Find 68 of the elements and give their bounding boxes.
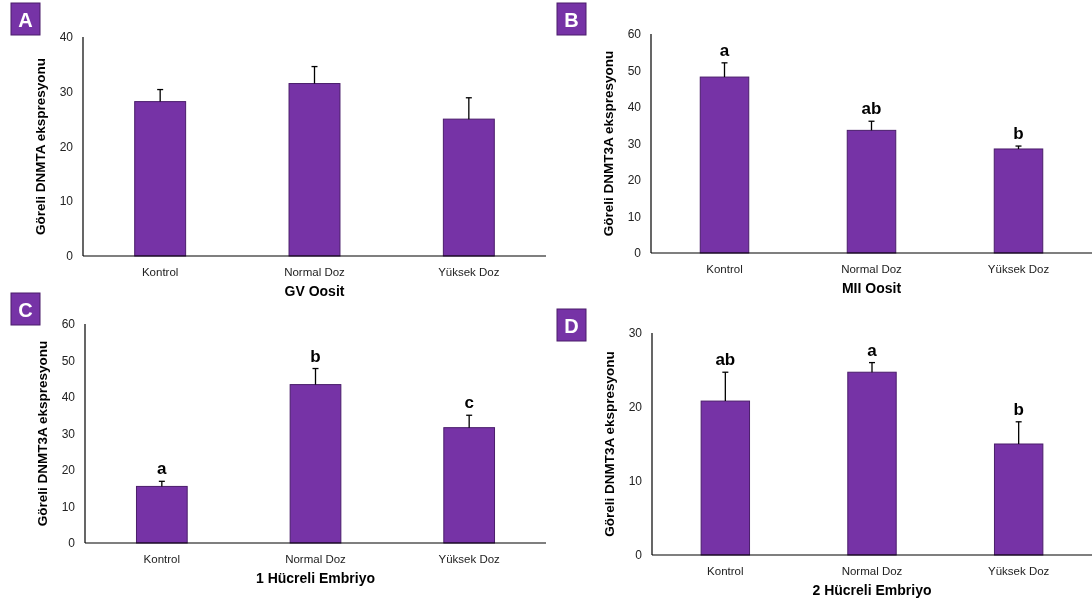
y-tick-label: 60 [61,317,76,332]
bar [135,485,188,544]
x-tick-label: Yüksek Doz [987,263,1050,275]
y-tick-label: 10 [61,499,76,514]
bar [134,101,187,257]
x-tick-label: Normal Doz [284,266,346,278]
y-tick-label: 50 [627,63,642,78]
x-tick-label: Normal Doz [841,565,903,577]
x-axis-title: 1 Hücreli Embriyo [255,570,376,586]
annotation: c [464,393,474,413]
y-tick-label: 40 [627,100,642,115]
y-axis-title: Göreli DNMT3A ekspresyonu [35,340,50,527]
annotation: b [310,346,321,366]
y-tick-label: 10 [627,209,642,224]
bar [700,400,751,556]
annotation: a [719,40,730,60]
y-tick-label: 30 [61,426,76,441]
bar [847,371,897,556]
y-tick-label: 40 [59,30,74,45]
bar [288,83,341,257]
y-tick-label: 30 [627,136,642,151]
bar [442,118,495,257]
bar [993,443,1044,556]
x-tick-label: Kontrol [141,266,179,278]
y-axis-title: Göreli DNMT3A ekspresyonu [602,351,617,537]
annotation: ab [715,350,736,370]
x-tick-label: Yüksek Doz [438,553,501,565]
y-tick-label: 10 [59,194,74,209]
y-tick-label: 20 [59,139,74,154]
y-tick-label: 0 [68,536,76,551]
bar [846,129,897,254]
annotation: a [867,340,878,360]
y-tick-label: 20 [627,173,642,188]
annotation: b [1013,399,1024,419]
y-tick-label: 40 [61,390,76,405]
annotation: a [157,459,168,479]
x-tick-label: Yüksek Doz [438,266,500,278]
chart-title: D [564,315,579,337]
x-tick-label: Normal Doz [285,553,347,565]
y-tick-label: 50 [61,353,76,368]
chart-title: C [18,299,33,321]
bar [699,76,750,254]
y-tick-label: 0 [66,249,74,264]
y-tick-label: 20 [61,463,76,478]
y-tick-label: 60 [627,27,642,42]
y-axis-title: Göreli DNMTA ekspresyonu [33,57,48,236]
chart-title: A [18,9,33,31]
y-tick-label: 20 [628,400,643,415]
x-tick-label: Yüksek Doz [987,565,1050,577]
y-tick-label: 30 [628,326,643,341]
x-axis-title: MII Oosit [841,280,902,296]
bar [993,148,1044,254]
annotation: b [1013,124,1024,144]
y-tick-label: 30 [59,84,74,99]
annotation: ab [861,99,882,119]
y-axis-title: Göreli DNMT3A ekspresyonu [601,50,616,237]
bar [289,384,342,544]
x-tick-label: Kontrol [707,565,744,577]
x-tick-label: Normal Doz [841,263,903,275]
bar [443,427,496,544]
y-tick-label: 0 [635,548,643,563]
y-tick-label: 0 [634,246,642,261]
y-tick-label: 10 [628,474,643,489]
x-tick-label: Kontrol [143,553,181,565]
x-axis-title: 2 Hücreli Embriyo [812,582,932,598]
x-axis-title: GV Oosit [284,283,345,299]
chart-title: B [564,9,579,31]
x-tick-label: Kontrol [706,263,743,275]
